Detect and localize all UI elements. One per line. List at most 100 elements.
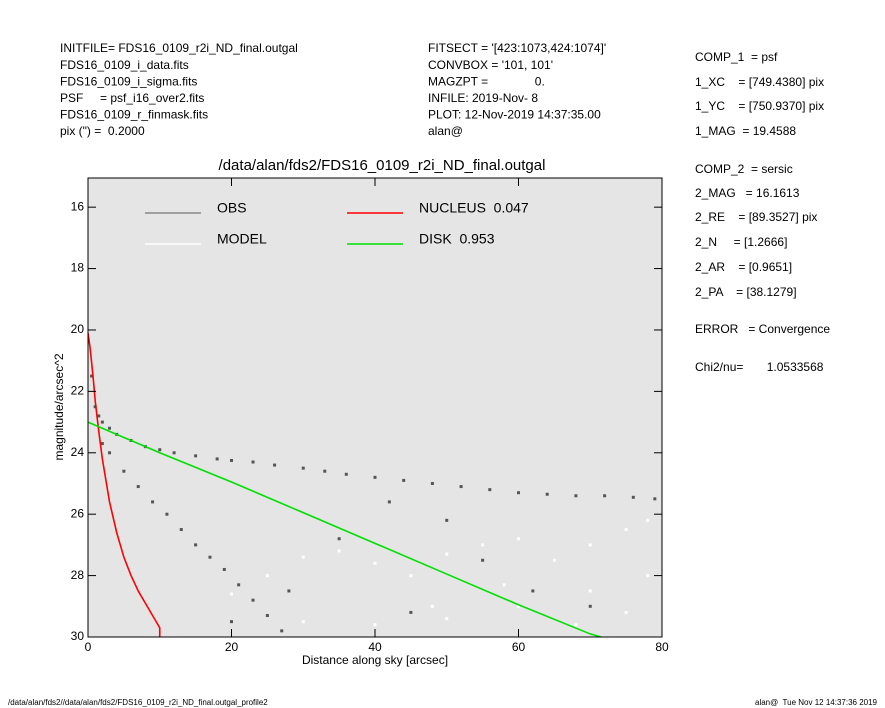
- y-axis-label: magnitude/arcsec^2: [52, 353, 66, 460]
- data-point: [108, 451, 112, 455]
- header-text: 1_YC = [750.9370] pix: [695, 99, 824, 113]
- data-point: [337, 549, 341, 553]
- header-text: PSF = psf_i16_over2.fits: [60, 91, 204, 105]
- data-point: [373, 561, 377, 565]
- x-tick-label: 60: [512, 640, 526, 654]
- header-text: 1_XC = [749.4380] pix: [695, 75, 824, 89]
- header-text: MAGZPT = 0.: [428, 74, 545, 88]
- data-point: [373, 623, 377, 627]
- data-point: [459, 485, 463, 489]
- data-point: [430, 604, 434, 608]
- data-point: [165, 512, 169, 516]
- data-point: [172, 451, 176, 455]
- y-tick-label: 30: [71, 629, 85, 643]
- header-text: PLOT: 12-Nov-2019 14:37:35.00: [428, 108, 601, 122]
- data-point: [488, 488, 492, 492]
- header-text: pix (") = 0.2000: [60, 124, 145, 138]
- footer-right: alan@ Tue Nov 12 14:37:36 2019: [755, 698, 878, 707]
- data-point: [251, 460, 255, 464]
- data-point: [481, 558, 485, 562]
- footer-left: /data/alan/fds2//data/alan/fds2/FDS16_01…: [8, 698, 268, 707]
- data-point: [222, 567, 226, 571]
- legend-label: NUCLEUS 0.047: [419, 200, 529, 216]
- data-point: [301, 466, 305, 470]
- data-point: [552, 558, 556, 562]
- data-point: [215, 457, 219, 461]
- data-point: [194, 454, 198, 458]
- data-point: [273, 463, 277, 467]
- data-point: [108, 426, 112, 430]
- data-point: [430, 481, 434, 485]
- x-axis-label: Distance along sky [arcsec]: [302, 653, 448, 667]
- data-point: [90, 374, 94, 378]
- data-point: [158, 448, 162, 452]
- y-tick-label: 20: [71, 322, 85, 336]
- series-line: [88, 421, 602, 637]
- header-text: 2_AR = [0.9651]: [695, 260, 792, 274]
- data-point: [588, 589, 592, 593]
- data-point: [531, 589, 535, 593]
- data-point: [409, 574, 413, 578]
- data-point: [287, 589, 291, 593]
- header-text: FDS16_0109_i_data.fits: [60, 58, 189, 72]
- data-point: [136, 485, 140, 489]
- series-line: [88, 332, 161, 637]
- data-point: [344, 472, 348, 476]
- data-point: [323, 469, 327, 473]
- data-point: [646, 574, 650, 578]
- y-tick-label: 16: [71, 199, 85, 213]
- legend-label: OBS: [217, 200, 247, 216]
- y-tick-label: 28: [71, 568, 85, 582]
- data-point: [387, 500, 391, 504]
- data-point: [502, 583, 506, 587]
- header-text: FDS16_0109_r_finmask.fits: [60, 108, 208, 122]
- header-text: 2_PA = [38.1279]: [695, 285, 797, 299]
- data-point: [588, 604, 592, 608]
- legend-label: DISK 0.953: [419, 231, 495, 247]
- y-tick-label: 26: [71, 506, 85, 520]
- data-point: [646, 518, 650, 522]
- chart-title: /data/alan/fds2/FDS16_0109_r2i_ND_final.…: [219, 157, 546, 174]
- data-point: [230, 592, 233, 596]
- data-point: [100, 420, 104, 424]
- x-tick-label: 20: [225, 640, 239, 654]
- data-point: [409, 610, 413, 614]
- data-point: [230, 620, 233, 624]
- header-text: CONVBOX = '101, 101': [428, 58, 553, 72]
- data-point: [373, 475, 377, 479]
- data-point: [265, 614, 269, 618]
- data-point: [301, 555, 305, 559]
- header-text: 1_MAG = 19.4588: [695, 124, 796, 138]
- data-point: [445, 552, 449, 556]
- header-text: FDS16_0109_i_sigma.fits: [60, 74, 197, 88]
- data-point: [251, 598, 255, 602]
- x-tick-label: 0: [85, 640, 92, 654]
- data-point: [445, 617, 449, 621]
- header-text: ERROR = Convergence: [695, 322, 830, 336]
- data-point: [280, 629, 284, 633]
- data-point: [151, 500, 155, 504]
- header-text: FITSECT = '[423:1073,424:1074]': [428, 41, 606, 55]
- data-point: [481, 543, 485, 547]
- header-text: 2_N = [1.2666]: [695, 235, 787, 249]
- y-tick-label: 22: [71, 384, 85, 398]
- data-point: [588, 543, 592, 547]
- data-point: [517, 604, 520, 608]
- header-text: INFILE: 2019-Nov- 8: [428, 91, 538, 105]
- x-tick-label: 80: [655, 640, 669, 654]
- data-point: [97, 414, 101, 418]
- data-point: [194, 543, 198, 547]
- x-tick-label: 40: [368, 640, 382, 654]
- data-point: [445, 518, 449, 522]
- legend-label: MODEL: [217, 231, 267, 247]
- data-point: [624, 610, 628, 614]
- header-text: 2_RE = [89.3527] pix: [695, 210, 817, 224]
- data-point: [301, 620, 305, 624]
- header-text: INITFILE= FDS16_0109_r2i_ND_final.outgal: [60, 41, 298, 55]
- plot-area: [88, 178, 662, 637]
- data-point: [574, 494, 578, 498]
- data-point: [517, 491, 520, 495]
- data-point: [337, 537, 341, 541]
- data-point: [208, 555, 212, 559]
